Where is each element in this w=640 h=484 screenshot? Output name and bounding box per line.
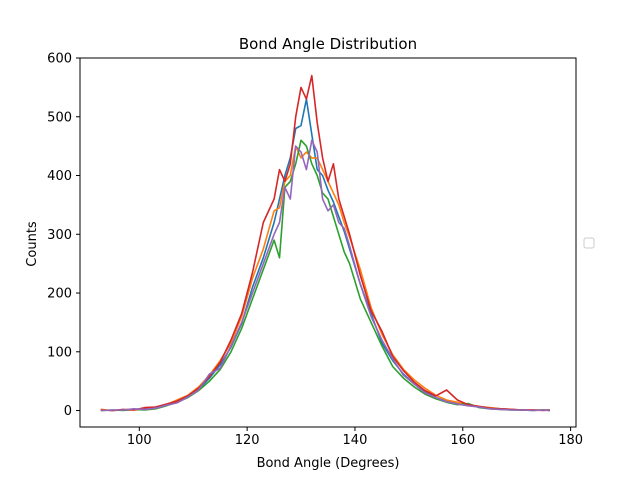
- plot-frame: [79, 57, 577, 428]
- y-axis-label: Counts: [25, 221, 40, 267]
- series-line-5: [100, 139, 550, 412]
- chart-title: Bond Angle Distribution: [239, 35, 417, 53]
- y-tick-label: 200: [47, 287, 72, 302]
- x-tick-label: 160: [450, 433, 475, 448]
- y-tick-label: 400: [47, 169, 72, 184]
- x-axis-label: Bond Angle (Degrees): [257, 456, 400, 471]
- x-tick-label: 100: [127, 433, 152, 448]
- y-tick-label: 500: [47, 110, 72, 125]
- y-tick-label: 100: [47, 345, 72, 360]
- x-tick-label: 140: [343, 433, 368, 448]
- x-tick-label: 120: [235, 433, 260, 448]
- x-tick-label: 180: [558, 433, 583, 448]
- y-tick-label: 300: [47, 228, 72, 243]
- series-line-4: [100, 74, 550, 412]
- series-layer: [100, 74, 550, 412]
- y-tick-label: 600: [47, 52, 72, 67]
- axes-layer: 100 120 140 160 180 0 100 200 300 400 500 600: [47, 52, 583, 449]
- y-tick-label: 0: [64, 404, 72, 419]
- empty-legend-box: [583, 237, 595, 249]
